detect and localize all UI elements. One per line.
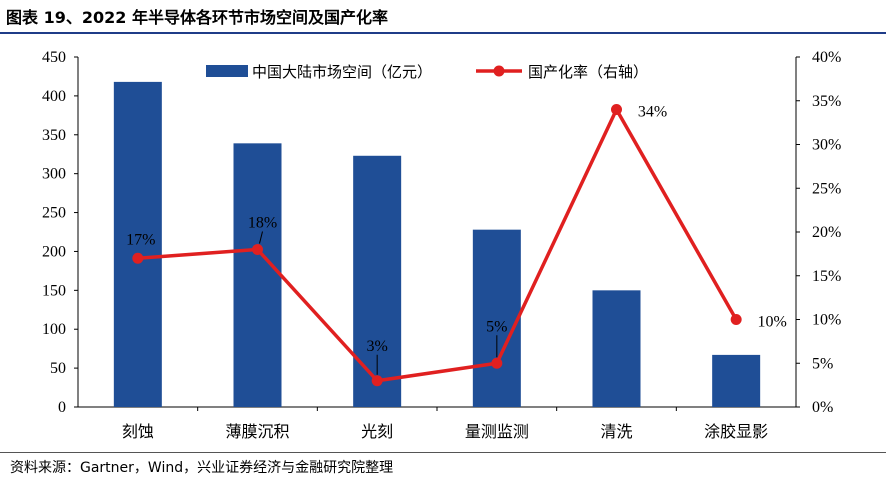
- bar-series: [113, 81, 761, 408]
- bar: [592, 290, 641, 407]
- left-tick-label: 350: [42, 127, 66, 144]
- left-tick-label: 300: [42, 166, 66, 183]
- left-tick-label: 400: [42, 88, 66, 105]
- x-tick-label: 薄膜沉积: [225, 422, 289, 441]
- left-tick-label: 250: [42, 205, 66, 222]
- line-point: [371, 375, 383, 387]
- legend-line-marker: [493, 65, 505, 77]
- rate-line: [137, 107, 738, 383]
- line-point: [491, 357, 503, 369]
- line-point: [252, 244, 263, 255]
- source-rule: [0, 452, 886, 453]
- left-tick-label: 0: [58, 399, 66, 416]
- right-tick-label: 40%: [812, 49, 841, 66]
- data-label: 3%: [367, 338, 388, 355]
- bar: [472, 229, 521, 407]
- legend-bar-label: 中国大陆市场空间（亿元）: [252, 63, 432, 81]
- bar: [233, 143, 282, 408]
- left-tick-label: 100: [42, 321, 66, 338]
- left-tick-label: 200: [42, 243, 66, 260]
- data-label: 5%: [486, 318, 507, 335]
- legend-line-label: 国产化率（右轴）: [528, 63, 648, 81]
- left-tick-label: 450: [42, 49, 66, 66]
- left-tick-label: 50: [50, 360, 66, 377]
- right-tick-label: 15%: [812, 268, 841, 285]
- data-label: 34%: [638, 104, 667, 121]
- right-tick-label: 5%: [812, 355, 833, 372]
- right-tick-label: 25%: [812, 180, 841, 197]
- label-leader: [259, 231, 263, 244]
- x-tick-label: 量测监测: [465, 422, 529, 441]
- right-tick-label: 35%: [812, 93, 841, 110]
- x-tick-label: 刻蚀: [122, 422, 154, 441]
- axes: 0 50 100 150 200 250 300 350 400 450 0% 5% 10% 15% 20%…: [42, 49, 841, 441]
- x-tick-label: 光刻: [361, 422, 393, 441]
- title-rule: [0, 32, 886, 34]
- chart-title: 图表 19、2022 年半导体各环节市场空间及国产化率: [6, 8, 388, 27]
- data-labels: 17% 18% 3% 5% 34% 10%: [126, 104, 787, 375]
- line-point: [611, 104, 622, 115]
- legend-bar-swatch: [206, 65, 248, 77]
- source-note: 资料来源：Gartner，Wind，兴业证券经济与金融研究院整理: [10, 460, 394, 476]
- data-label: 17%: [126, 231, 155, 248]
- bar: [712, 354, 761, 407]
- x-tick-label: 涂胶显影: [704, 422, 768, 441]
- data-label: 10%: [758, 314, 787, 331]
- line-point: [132, 252, 144, 264]
- bar: [113, 81, 162, 407]
- chart-area: 0 50 100 150 200 250 300 350 400 450 0% 5% 10% 15% 20%…: [42, 49, 841, 441]
- right-tick-label: 20%: [812, 224, 841, 241]
- line-series: [132, 104, 742, 387]
- left-tick-label: 150: [42, 282, 66, 299]
- right-tick-label: 10%: [812, 312, 841, 329]
- x-tick-label: 清洗: [600, 422, 632, 441]
- line-point: [730, 314, 742, 325]
- legend: 中国大陆市场空间（亿元） 国产化率（右轴）: [206, 63, 648, 81]
- data-label: 18%: [248, 215, 277, 232]
- right-tick-label: 30%: [812, 137, 841, 154]
- right-tick-label: 0%: [812, 399, 833, 416]
